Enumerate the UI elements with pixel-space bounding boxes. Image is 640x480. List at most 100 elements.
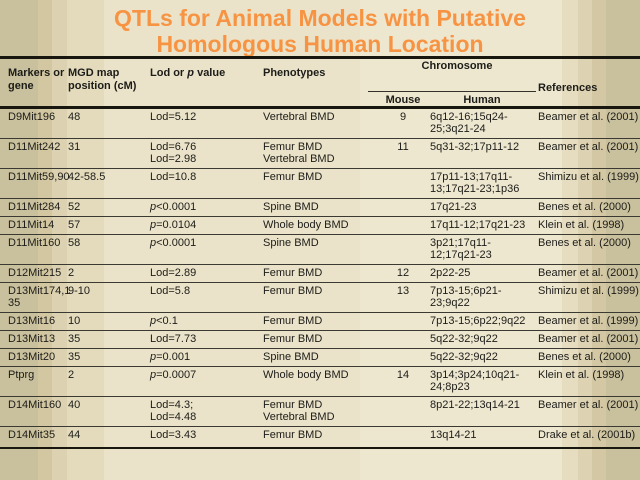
cell-human: 7p13-15;6p21- 23;9q22 bbox=[430, 285, 502, 309]
cell-mouse: 9 bbox=[399, 111, 407, 123]
cell-phenotypes: Femur BMD bbox=[263, 171, 323, 183]
table-row: D13Mit174,1 35 9-10 Lod=5.8 Femur BMD 13 7p13-… bbox=[0, 283, 640, 313]
cell-mouse bbox=[378, 315, 428, 327]
cell-lod: p<0.1 bbox=[150, 315, 178, 327]
chromosome-divider bbox=[368, 91, 536, 92]
col-header-phenotypes: Phenotypes bbox=[263, 67, 326, 79]
cell-gene: D13Mit13 bbox=[8, 333, 56, 345]
cell-mgd: 2 bbox=[68, 369, 75, 381]
cell-phenotypes: Spine BMD bbox=[263, 237, 319, 249]
col-header-references: References bbox=[538, 82, 598, 94]
cell-mouse bbox=[378, 333, 428, 345]
cell-phenotypes: Femur BMD bbox=[263, 333, 323, 345]
cell-mgd: 9-10 bbox=[68, 285, 91, 297]
cell-phenotypes: Femur BMD bbox=[263, 285, 323, 297]
cell-reference: Benes et al. (2000) bbox=[538, 201, 631, 213]
cell-human: 3p21;17q11- 12;17q21-23 bbox=[430, 237, 492, 261]
cell-gene: D13Mit16 bbox=[8, 315, 56, 327]
cell-reference: Beamer et al. (1999) bbox=[538, 315, 639, 327]
cell-lod: p<0.0001 bbox=[150, 237, 197, 249]
cell-gene: D14Mit160 bbox=[8, 399, 62, 411]
cell-gene: Ptprg bbox=[8, 369, 35, 381]
cell-reference: Beamer et al. (2001) bbox=[538, 141, 639, 153]
cell-human: 6q12-16;15q24- 25;3q21-24 bbox=[430, 111, 508, 135]
cell-mgd: 31 bbox=[68, 141, 81, 153]
cell-phenotypes: Whole body BMD bbox=[263, 219, 349, 231]
cell-phenotypes: Femur BMD bbox=[263, 429, 323, 441]
table-row: D9Mit196 48 Lod=5.12 Vertebral BMD 9 6q12-16;… bbox=[0, 109, 640, 139]
cell-mouse bbox=[378, 201, 428, 213]
cell-mgd: 57 bbox=[68, 219, 81, 231]
cell-mgd: 35 bbox=[68, 351, 81, 363]
cell-mouse: 13 bbox=[396, 285, 410, 297]
cell-human: 17q21-23 bbox=[430, 201, 477, 213]
cell-mouse bbox=[378, 429, 428, 441]
cell-reference: Klein et al. (1998) bbox=[538, 369, 625, 381]
cell-reference: Benes et al. (2000) bbox=[538, 237, 631, 249]
table-body: D9Mit196 48 Lod=5.12 Vertebral BMD 9 6q12-16;… bbox=[0, 109, 640, 449]
cell-gene: D11Mit242 bbox=[8, 141, 61, 153]
cell-lod: p<0.0001 bbox=[150, 201, 197, 213]
cell-lod: Lod=7.73 bbox=[150, 333, 197, 345]
cell-reference: Beamer et al. (2001) bbox=[538, 111, 639, 123]
cell-reference: Shimizu et al. (1999) bbox=[538, 171, 639, 183]
cell-human: 5q31-32;17p11-12 bbox=[430, 141, 520, 153]
cell-mgd: 52 bbox=[68, 201, 81, 213]
cell-mgd: 42-58.5 bbox=[68, 171, 106, 183]
cell-lod: p=0.001 bbox=[150, 351, 191, 363]
cell-phenotypes: Whole body BMD bbox=[263, 369, 349, 381]
cell-phenotypes: Vertebral BMD bbox=[263, 111, 335, 123]
cell-gene: D9Mit196 bbox=[8, 111, 56, 123]
table-row: D13Mit20 35 p=0.001 Spine BMD 5q22-32;9q22 B… bbox=[0, 349, 640, 367]
cell-phenotypes: Femur BMD bbox=[263, 267, 323, 279]
cell-reference: Benes et al. (2000) bbox=[538, 351, 631, 363]
cell-lod: Lod=6.76 Lod=2.98 bbox=[150, 141, 197, 165]
table-row: D13Mit13 35 Lod=7.73 Femur BMD 5q22-32;9q22… bbox=[0, 331, 640, 349]
cell-lod: Lod=10.8 bbox=[150, 171, 197, 183]
cell-reference: Drake et al. (2001b) bbox=[538, 429, 636, 441]
cell-lod: Lod=4.3; Lod=4.48 bbox=[150, 399, 197, 423]
title-divider bbox=[0, 56, 640, 59]
cell-lod: Lod=3.43 bbox=[150, 429, 197, 441]
cell-mgd: 10 bbox=[68, 315, 81, 327]
cell-human: 17p11-13;17q11- 13;17q21-23;1p36 bbox=[430, 171, 520, 195]
cell-phenotypes: Spine BMD bbox=[263, 351, 319, 363]
cell-lod: p=0.0104 bbox=[150, 219, 197, 231]
cell-phenotypes: Femur BMD Vertebral BMD bbox=[263, 141, 335, 165]
cell-gene: D11Mit14 bbox=[8, 219, 55, 231]
cell-human: 7p13-15;6p22;9q22 bbox=[430, 315, 526, 327]
cell-lod: Lod=5.8 bbox=[150, 285, 191, 297]
table-row: D11Mit59,90 42-58.5 Lod=10.8 Femur BMD 17p1… bbox=[0, 169, 640, 199]
cell-gene: D14Mit35 bbox=[8, 429, 56, 441]
table-row: D14Mit160 40 Lod=4.3; Lod=4.48 Femur BMD Vert… bbox=[0, 397, 640, 427]
cell-lod: Lod=5.12 bbox=[150, 111, 197, 123]
cell-lod: p=0.0007 bbox=[150, 369, 197, 381]
table-row: D14Mit35 44 Lod=3.43 Femur BMD 13q14-21 Drak… bbox=[0, 427, 640, 449]
cell-gene: D11Mit59,90 bbox=[8, 171, 70, 183]
col-header-mouse: Mouse bbox=[385, 94, 421, 106]
cell-gene: D13Mit174,1 35 bbox=[8, 285, 71, 309]
table-row: D11Mit242 31 Lod=6.76 Lod=2.98 Femur BMD Vert… bbox=[0, 139, 640, 169]
table-row: Ptprg 2 p=0.0007 Whole body BMD 14 3p14;3p24;… bbox=[0, 367, 640, 397]
cell-reference: Beamer et al. (2001) bbox=[538, 399, 639, 411]
table-row: D12Mit215 2 Lod=2.89 Femur BMD 12 2p22-25 Beam… bbox=[0, 265, 640, 283]
col-header-mgd-map-position: MGD map position (cM) bbox=[68, 67, 137, 92]
cell-phenotypes: Spine BMD bbox=[263, 201, 319, 213]
table-row: D13Mit16 10 p<0.1 Femur BMD 7p13-15;6p22;9q… bbox=[0, 313, 640, 331]
table-row: D11Mit14 57 p=0.0104 Whole body BMD 17q11-1… bbox=[0, 217, 640, 235]
cell-gene: D13Mit20 bbox=[8, 351, 56, 363]
col-header-human: Human bbox=[463, 94, 501, 106]
cell-reference: Shimizu et al. (1999) bbox=[538, 285, 639, 297]
cell-phenotypes: Femur BMD bbox=[263, 315, 323, 327]
col-header-chromosome: Chromosome bbox=[421, 60, 493, 72]
cell-gene: D12Mit215 bbox=[8, 267, 62, 279]
cell-reference: Beamer et al. (2001) bbox=[538, 333, 639, 345]
cell-mouse bbox=[378, 399, 428, 423]
cell-human: 3p14;3p24;10q21- 24;8p23 bbox=[430, 369, 520, 393]
table-row: D11Mit284 52 p<0.0001 Spine BMD 17q21-23 Ben… bbox=[0, 199, 640, 217]
cell-human: 8p21-22;13q14-21 bbox=[430, 399, 520, 411]
cell-human: 17q11-12;17q21-23 bbox=[430, 219, 526, 231]
cell-mgd: 58 bbox=[68, 237, 81, 249]
cell-mgd: 44 bbox=[68, 429, 81, 441]
cell-mouse bbox=[378, 171, 428, 195]
